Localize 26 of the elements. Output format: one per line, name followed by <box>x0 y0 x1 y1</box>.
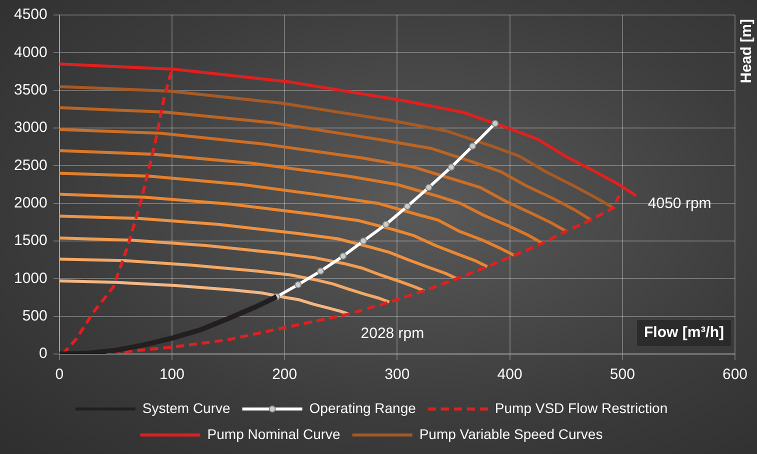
annotation: 4050 rpm <box>648 194 712 212</box>
legend-label: Pump Variable Speed Curves <box>419 426 603 442</box>
y-tick-label: 4500 <box>14 6 48 24</box>
y-tick-label: 1500 <box>14 232 48 250</box>
x-tick-label: 500 <box>610 366 635 384</box>
x-axis-title: Flow [m³/h] <box>644 324 724 342</box>
y-tick-label: 3500 <box>14 81 48 98</box>
x-tick-label: 300 <box>384 366 410 384</box>
x-tick-label: 0 <box>55 366 64 384</box>
y-tick-label: 2000 <box>14 194 48 212</box>
y-tick-label: 2500 <box>14 156 48 174</box>
x-tick-label: 100 <box>159 366 184 384</box>
y-tick-label: 4000 <box>14 44 48 61</box>
x-tick-label: 400 <box>497 366 522 384</box>
y-axis-title: Head [m] <box>738 19 756 84</box>
legend-label: Pump VSD Flow Restriction <box>494 400 668 416</box>
x-tick-label: 200 <box>272 366 298 384</box>
legend-label: Pump Nominal Curve <box>207 426 341 442</box>
legend-label: Operating Range <box>309 400 416 416</box>
y-tick-label: 0 <box>39 345 48 362</box>
annotation: 2028 rpm <box>360 325 424 342</box>
x-tick-label: 600 <box>722 366 748 384</box>
y-tick-label: 500 <box>22 307 48 324</box>
y-tick-label: 3000 <box>14 119 48 136</box>
y-tick-label: 1000 <box>14 270 48 287</box>
legend-label: System Curve <box>142 400 230 416</box>
